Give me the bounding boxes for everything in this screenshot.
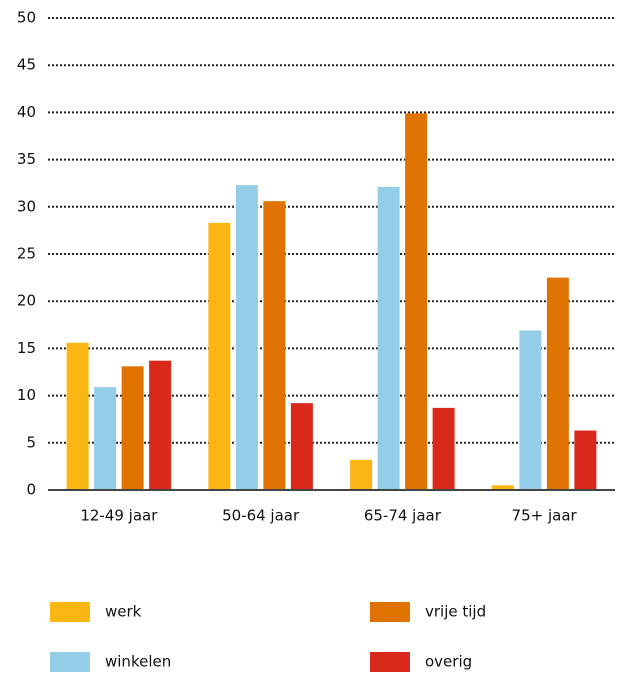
x-tick-label: 12-49 jaar — [80, 507, 158, 525]
y-tick-label: 30 — [17, 197, 36, 215]
y-tick-label: 10 — [17, 386, 36, 404]
bar — [149, 360, 172, 490]
legend-label: werk — [105, 603, 142, 621]
bar — [208, 222, 231, 490]
legend-label: overig — [425, 653, 472, 671]
bar — [350, 459, 373, 490]
y-tick-label: 35 — [17, 150, 36, 168]
y-tick-label: 20 — [17, 292, 36, 310]
x-tick-label: 50-64 jaar — [222, 507, 300, 525]
y-tick-label: 5 — [26, 433, 36, 451]
bar — [66, 342, 89, 490]
legend-swatch — [50, 652, 90, 672]
y-tick-label: 15 — [17, 339, 36, 357]
legend-swatch — [370, 602, 410, 622]
y-tick-label: 25 — [17, 245, 36, 263]
y-tick-label: 0 — [26, 481, 36, 499]
bar — [574, 430, 597, 490]
legend-label: winkelen — [105, 653, 171, 671]
bar — [405, 113, 428, 491]
legend-swatch — [370, 652, 410, 672]
legend-label: vrije tijd — [425, 603, 486, 621]
bar — [519, 330, 542, 490]
bar — [491, 485, 514, 490]
bar — [546, 277, 569, 490]
bar — [290, 403, 313, 490]
x-tick-label: 75+ jaar — [512, 507, 578, 525]
y-tick-label: 40 — [17, 103, 36, 121]
bar — [263, 201, 286, 491]
bar — [235, 185, 258, 490]
bar — [94, 387, 117, 490]
bar — [432, 407, 455, 490]
bar — [377, 186, 400, 490]
y-tick-label: 45 — [17, 56, 36, 74]
legend-swatch — [50, 602, 90, 622]
y-tick-label: 50 — [17, 9, 36, 27]
bar — [121, 366, 144, 490]
x-tick-label: 65-74 jaar — [364, 507, 442, 525]
